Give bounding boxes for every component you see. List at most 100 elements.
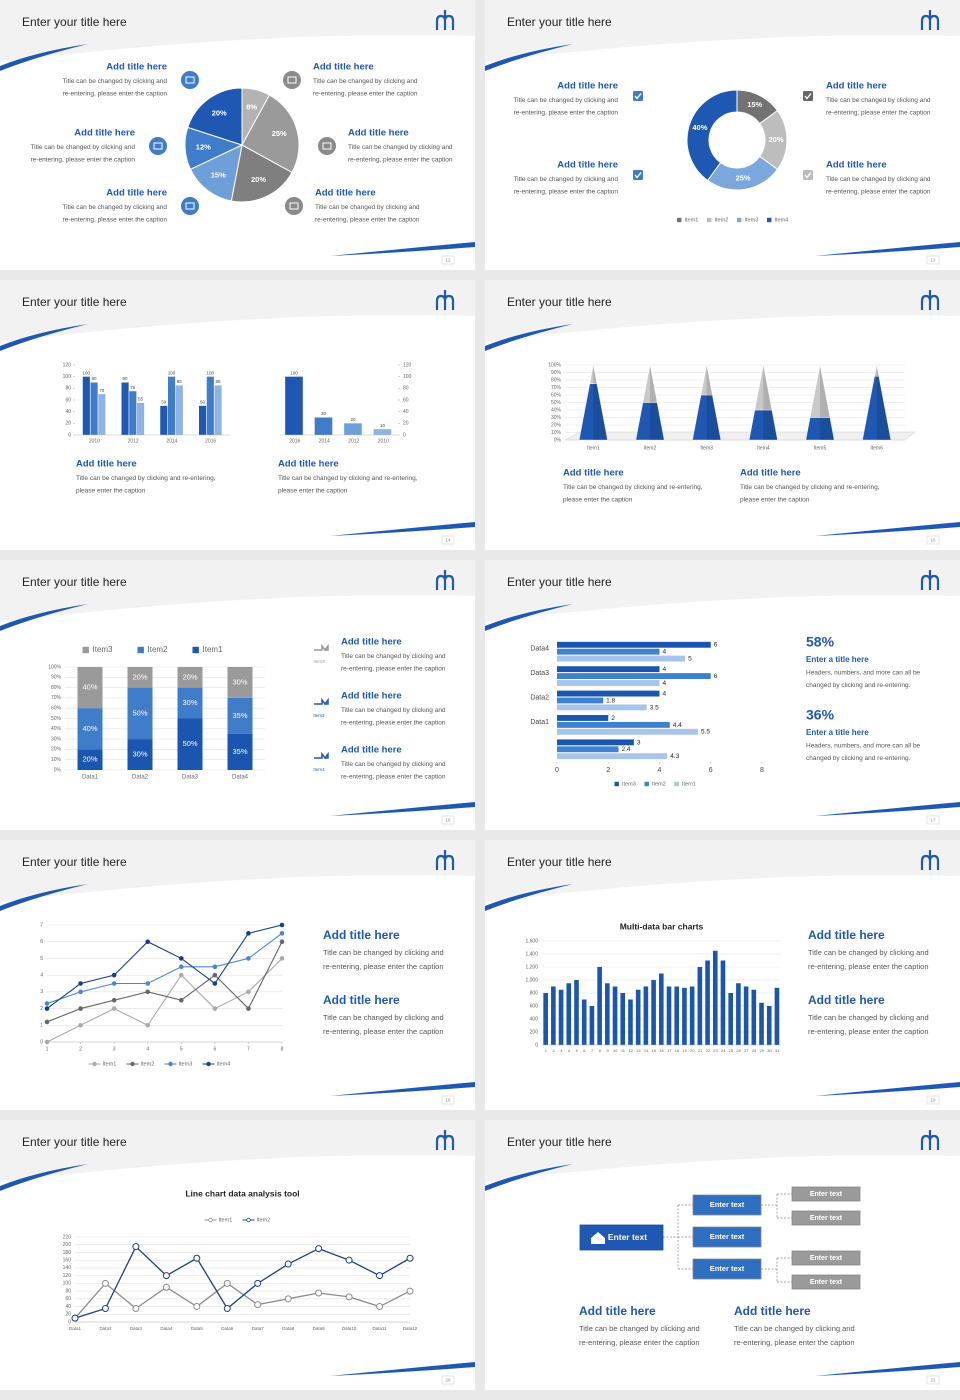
bar [344,423,362,435]
bar [605,983,610,1045]
x-tick-label: 9 [606,1048,609,1053]
pyramid-segment [589,364,598,384]
y-tick-label: 60 [65,1296,71,1302]
data-label: 40% [82,724,97,733]
logo [920,570,940,590]
point [178,956,184,961]
bar [597,967,602,1045]
block-heading: Add title here [826,160,887,171]
y-tick-label: 600 [530,1003,539,1009]
bar [557,753,668,760]
bar-segment [127,667,153,688]
legend-label: Item2 [141,1061,155,1067]
y-tick-label: 20 [65,421,71,427]
diagram-box [692,1194,762,1216]
bar [635,989,641,1045]
x-tick-label: 25 [729,1048,734,1053]
y-tick-label: 40 [65,409,71,415]
y-tick-label: 1,400 [525,951,538,957]
x-tick-label: 23 [713,1048,718,1053]
legend-swatch [737,217,742,223]
legend-swatch [677,217,682,223]
block-heading: Add title here [341,691,402,702]
point [246,989,251,995]
data-label: 85 [216,379,222,384]
block-heading: Add title here [341,637,402,648]
x-tick-label: 14 [644,1048,649,1053]
icon-label: Item1 [313,767,325,772]
pyramid-shade [593,383,608,440]
bar [628,999,633,1045]
slide-title: Enter your title here [507,1135,612,1149]
y-tick-label: 50% [51,716,62,722]
block-line: Title can be changed by clicking and [62,204,167,211]
y-tick-label: 60 [403,397,409,403]
data-label: 55 [138,397,144,402]
block-line: please enter the caption [740,497,810,504]
point [345,1293,353,1301]
y-tick-label: 60 [65,397,71,403]
slice-label: 15% [747,100,762,109]
icon-glyph [185,202,195,210]
icon [314,751,329,760]
x-tick-label: 5 [576,1048,579,1053]
block-heading: Add title here [557,160,618,171]
x-tick-label: 2016 [289,438,300,444]
bar [682,987,687,1045]
bar-segment [77,708,103,750]
data-label: 75 [130,385,136,390]
point [178,972,184,978]
bar [643,986,649,1045]
legend-label: Item2 [652,781,666,787]
block-line: please enter the caption [278,488,348,495]
legend-label: Item2 [257,1217,271,1223]
y-tick-label: 2 [40,1006,43,1012]
bar [589,1006,595,1045]
bar [557,746,619,753]
data-label: 35% [232,711,247,720]
slide: Enter your title here 21 Add title here Tit… [485,1120,960,1390]
legend-label: Item4 [775,217,789,223]
data-label: 20% [182,672,197,681]
slice-label: 40% [692,123,707,132]
diagram-box [791,1274,861,1290]
check-mark [804,93,812,100]
block-heading: Add title here [348,128,409,139]
bar [175,385,183,435]
x-tick-label: 7 [591,1048,594,1053]
slice-label: 20% [212,109,227,118]
data-label: 4 [663,649,667,656]
y-tick-label: 40% [551,407,562,413]
point [254,1301,262,1309]
block-subheading: Enter a title here [806,728,869,737]
icon-glyph [153,142,163,150]
point [345,1256,353,1264]
bar [214,385,222,435]
x-tick-label: 27 [744,1048,749,1053]
x-tick-label: Item1 [587,445,600,451]
data-label: 100 [83,370,91,375]
header-band [485,1120,960,1182]
logo [920,850,940,870]
point [212,1006,218,1011]
y-tick-label: 20 [403,421,409,427]
logo [435,1130,455,1150]
x-tick-label: 2014 [166,438,177,444]
slice-label: 8% [246,102,257,111]
x-tick-label: 2010 [378,438,389,444]
point [406,1254,414,1262]
connector [761,1193,792,1219]
bar [612,986,618,1045]
header-band [0,560,475,622]
header-band [0,1120,475,1182]
block-heading: Add title here [106,188,167,199]
slide: Enter your title here 16 Add title here Tit… [0,560,475,830]
legend-label: Item4 [217,1061,231,1067]
bar [160,405,168,435]
block-heading: Add title here [740,468,801,479]
y-tick-label: 70% [551,385,562,391]
icon-label: Item2 [313,713,325,718]
y-tick-label: 90% [51,675,62,681]
bar [137,402,145,435]
bar [373,429,392,435]
